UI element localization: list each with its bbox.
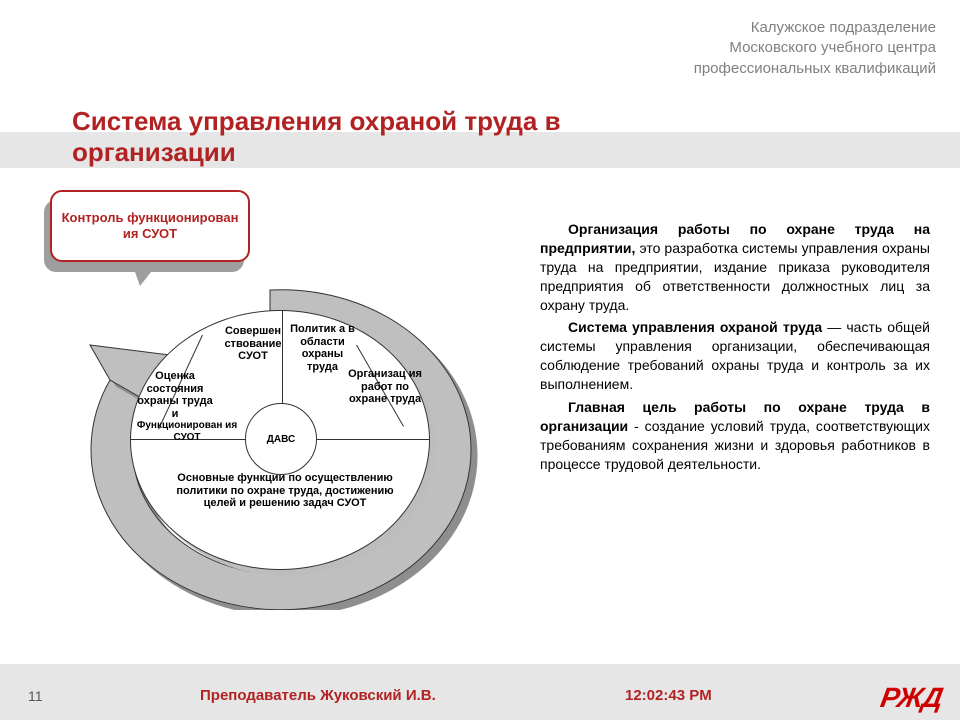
center-core: ДАВС (245, 403, 317, 475)
org-line: Московского учебного центра (694, 38, 936, 58)
org-line: Калужское подразделение (694, 18, 936, 38)
paragraph: Система управления охраной труда — часть… (540, 318, 930, 394)
page-number: 11 (28, 688, 43, 704)
org-header: Калужское подразделение Московского учеб… (694, 18, 936, 79)
timestamp: 12:02:43 PM (625, 687, 712, 704)
sector-right: Организац ия работ по охране труда (346, 368, 424, 406)
sector-top: Совершен ствование СУОТ (213, 325, 293, 363)
suot-diagram: Контроль функционирован ия СУОТ ДАВС Сов… (30, 190, 510, 630)
rzd-logo: РЖД (878, 682, 944, 714)
sector-bottom: Основные функции по осуществлению полити… (170, 472, 400, 510)
sector-left-lower: Функционирован ия СУОТ (132, 420, 242, 443)
body-text: Организация работы по охране труда на пр… (540, 220, 930, 478)
paragraph: Главная цель работы по охране труда в ор… (540, 398, 930, 474)
sector-left-upper: Оценка состояния охраны труда и (136, 370, 214, 421)
page-title: Система управления охраной труда в орган… (72, 106, 692, 168)
footer-band (0, 664, 960, 720)
control-callout: Контроль функционирован ия СУОТ (50, 190, 250, 262)
bold-lead: Система управления охраной труда (568, 319, 822, 335)
teacher-name: Преподаватель Жуковский И.В. (200, 687, 436, 704)
org-line: профессиональных квалификаций (694, 59, 936, 79)
sector-topright: Политик а в области охраны труда (285, 323, 360, 374)
paragraph: Организация работы по охране труда на пр… (540, 220, 930, 314)
